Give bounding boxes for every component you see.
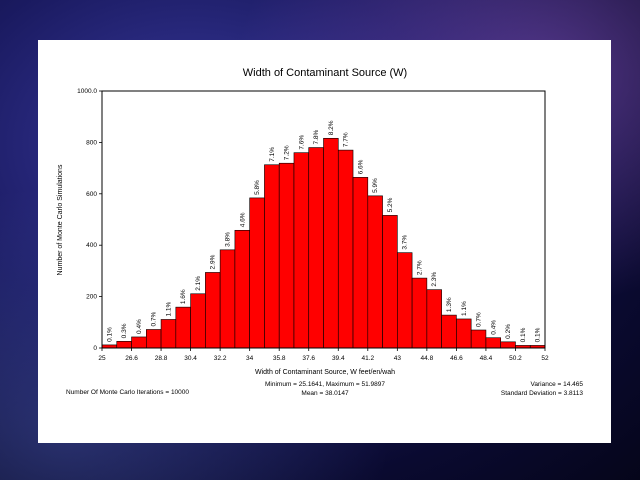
bar-percent-label: 7.8%	[313, 130, 320, 145]
y-axis-label: Number of Monte Carlo Simulations	[57, 164, 64, 275]
y-tick-label: 1000.0	[77, 88, 97, 95]
bar-percent-label: 5.9%	[372, 178, 379, 193]
x-tick-label: 28.8	[155, 355, 168, 362]
bar-percent-label: 7.7%	[343, 132, 350, 147]
histogram-bar	[293, 152, 310, 349]
bar-percent-label: 6.6%	[357, 159, 364, 174]
histogram-bar	[190, 293, 206, 349]
x-tick-label: 41.2	[361, 355, 374, 362]
y-ticks-group: 0 200 400 600 800 1000.0	[77, 88, 102, 352]
y-tick-label: 400	[86, 242, 97, 249]
histogram-bar	[175, 306, 191, 349]
bar-percent-label: 5.8%	[254, 180, 261, 195]
bar-percent-label: 0.1%	[106, 327, 113, 342]
histogram-bar	[485, 337, 501, 349]
bar-percent-label: 1.1%	[165, 301, 172, 316]
bar-percent-label: 3.7%	[402, 235, 409, 250]
plot-frame	[101, 90, 546, 349]
bar-percent-label: 0.7%	[476, 312, 483, 327]
bar-percent-label: 0.7%	[151, 311, 158, 326]
histogram-bar	[382, 215, 398, 349]
histogram-bar	[116, 341, 132, 349]
histogram-bar	[249, 197, 265, 349]
histogram-bar	[352, 177, 369, 349]
histogram-bar	[160, 319, 177, 349]
histogram-bar	[397, 252, 413, 349]
histogram-bar	[426, 289, 442, 349]
x-tick-label: 37.6	[302, 355, 315, 362]
bar-percent-label: 7.2%	[284, 145, 291, 160]
x-tick-label: 32.2	[214, 355, 227, 362]
x-tick-label: 50.2	[509, 355, 522, 362]
x-tick-label: 35.8	[273, 355, 286, 362]
stats-variance: Variance = 14.465	[531, 381, 584, 388]
stats-min-max: Minimum = 25.1641, Maximum = 51.9897	[265, 381, 385, 388]
histogram-bar	[456, 318, 472, 349]
stats-mean: Mean = 38.0147	[301, 390, 349, 397]
bar-percent-label: 2.7%	[416, 260, 423, 275]
x-tick-label: 48.4	[480, 355, 493, 362]
y-tick-label: 0	[93, 345, 97, 352]
x-tick-label: 30.4	[184, 355, 197, 362]
histogram-bar	[308, 147, 324, 349]
bar-percent-label: 1.1%	[461, 301, 468, 316]
x-tick-label: 39.4	[332, 355, 345, 362]
x-axis-label: Width of Contaminant Source, W feet/en/w…	[255, 369, 395, 376]
x-tick-label: 34	[246, 355, 254, 362]
y-tick-label: 800	[86, 139, 97, 146]
histogram-bar	[323, 137, 339, 349]
chart-panel: Width of Contaminant Source (W) 0.1% 0.3%…	[38, 40, 611, 443]
bar-percent-label: 2.3%	[431, 272, 438, 287]
bar-labels-group: 0.1% 0.3% 0.4% 0.7% 1.1% 1.6% 2.1% 2.9% 3.8% 4.6%…	[106, 120, 541, 342]
bar-percent-label: 0.4%	[136, 319, 143, 334]
histogram-bar	[337, 149, 354, 349]
x-tick-label: 43	[394, 355, 402, 362]
histogram-bar	[264, 164, 280, 349]
y-tick-label: 200	[86, 294, 97, 301]
x-tick-label: 52	[541, 355, 549, 362]
stats-iterations: Number Of Monte Carlo Iterations = 10000	[66, 389, 189, 396]
chart-title: Width of Contaminant Source (W)	[243, 67, 407, 79]
bar-percent-label: 3.8%	[225, 232, 232, 247]
x-tick-label: 26.6	[125, 355, 138, 362]
bar-percent-label: 8.2%	[328, 120, 335, 135]
y-tick-label: 600	[86, 191, 97, 198]
bar-percent-label: 2.1%	[195, 276, 202, 291]
bar-percent-label: 0.3%	[121, 323, 128, 338]
x-tick-label: 46.6	[450, 355, 463, 362]
histogram-bar	[205, 272, 221, 349]
histogram-bar	[470, 329, 487, 349]
histogram-bar	[131, 336, 147, 349]
x-tick-label: 25	[98, 355, 106, 362]
histogram-bar	[500, 341, 516, 349]
histogram-bar	[441, 314, 457, 349]
bar-percent-label: 2.9%	[210, 254, 217, 269]
bar-percent-label: 7.1%	[269, 147, 276, 162]
bar-percent-label: 4.6%	[239, 212, 246, 227]
x-ticks-group: 25 26.6 28.8 30.4 32.2 34 35.8 37.6 39.4 41.2 43 44…	[98, 348, 549, 362]
histogram-chart: Width of Contaminant Source (W) 0.1% 0.3%…	[57, 67, 584, 397]
histogram-bar	[219, 249, 236, 349]
x-tick-label: 44.8	[421, 355, 434, 362]
histogram-bar	[367, 195, 383, 349]
histogram-bar	[146, 329, 162, 349]
bar-percent-label: 0.1%	[535, 327, 542, 342]
histogram-bar	[234, 229, 250, 349]
stats-std-dev: Standard Deviation = 3.8113	[501, 390, 583, 397]
bar-percent-label: 5.2%	[387, 197, 394, 212]
histogram-bar	[278, 162, 295, 349]
bar-percent-label: 1.6%	[180, 289, 187, 304]
bar-percent-label: 1.3%	[446, 297, 453, 312]
histogram-bar	[411, 277, 428, 349]
bar-percent-label: 0.1%	[520, 327, 527, 342]
bar-percent-label: 0.2%	[505, 324, 512, 339]
bar-percent-label: 0.4%	[490, 320, 497, 335]
bar-percent-label: 7.6%	[298, 135, 305, 150]
